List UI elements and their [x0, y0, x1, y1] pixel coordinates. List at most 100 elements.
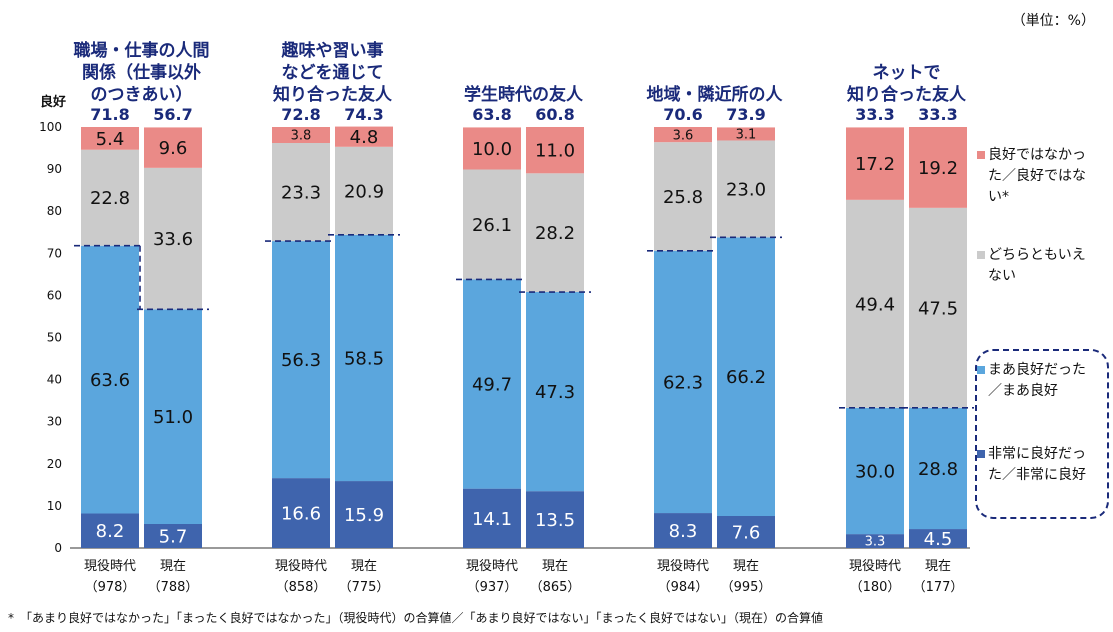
y-tick-label: 30	[47, 415, 62, 429]
very-good-segment	[909, 529, 967, 548]
group-title: 地域・隣近所の人	[647, 84, 784, 105]
y-axis-label: 良好	[40, 94, 66, 110]
data-label: 7.6	[732, 522, 761, 543]
data-label: 25.8	[663, 187, 703, 208]
data-label: 66.2	[726, 367, 766, 388]
y-tick-label: 40	[47, 373, 62, 387]
category-label: 現在	[160, 559, 186, 574]
group-title: ネットで	[873, 63, 941, 83]
data-label: 11.0	[535, 141, 575, 162]
data-label: 23.0	[726, 179, 766, 200]
neither-segment	[335, 146, 393, 235]
somewhat-good-segment	[526, 292, 584, 492]
good-total-label: 73.9	[726, 105, 765, 124]
category-label: 現在	[351, 559, 377, 574]
good-total-label: 33.3	[855, 105, 894, 124]
somewhat-good-segment	[846, 407, 904, 535]
good-total-label: 72.8	[281, 105, 320, 124]
group-title: のつきあい）	[91, 84, 193, 105]
data-label: 30.0	[855, 461, 895, 482]
very-good-segment	[654, 513, 712, 548]
sample-size-label: （858）	[276, 580, 327, 595]
not-good-segment	[846, 127, 904, 200]
data-label: 5.7	[159, 526, 188, 547]
group-title: などを通じて	[282, 63, 384, 83]
data-label: 3.6	[673, 128, 694, 143]
data-label: 56.3	[281, 350, 321, 371]
category-label: 現役時代	[657, 559, 709, 574]
data-label: 28.2	[535, 223, 575, 244]
y-tick-label: 80	[47, 204, 62, 218]
data-label: 28.8	[918, 459, 958, 480]
group-title: 学生時代の友人	[464, 84, 584, 105]
category-label: 現役時代	[275, 559, 327, 574]
neither-segment	[81, 149, 139, 246]
not-good-segment	[335, 126, 393, 147]
y-tick-label: 10	[47, 499, 62, 513]
not-good-segment	[463, 127, 521, 170]
data-label: 23.3	[281, 183, 321, 204]
sample-size-label: （775）	[339, 580, 390, 595]
category-label: 現役時代	[84, 559, 136, 574]
legend-label: た／良好ではな	[988, 168, 1086, 184]
very-good-segment	[272, 478, 330, 548]
group-title: 知り合った友人	[272, 84, 393, 105]
y-tick-label: 90	[47, 162, 62, 176]
data-label: 3.1	[736, 128, 757, 143]
data-label: 9.6	[159, 138, 188, 159]
sample-size-label: （937）	[467, 580, 518, 595]
data-label: 10.0	[472, 139, 512, 160]
data-label: 8.2	[96, 521, 125, 542]
somewhat-good-segment	[144, 309, 202, 525]
y-tick-label: 50	[47, 331, 62, 345]
somewhat-good-segment	[909, 407, 967, 530]
legend-swatch	[977, 151, 985, 159]
y-tick-label: 60	[47, 288, 62, 302]
y-tick-label: 20	[47, 457, 62, 471]
data-label: 13.5	[535, 510, 575, 531]
neither-segment	[654, 142, 712, 251]
very-good-segment	[144, 524, 202, 548]
group-title: 職場・仕事の人間	[74, 40, 210, 61]
data-label: 20.9	[344, 181, 384, 202]
good-total-label: 74.3	[344, 105, 383, 124]
legend-swatch	[977, 450, 985, 458]
data-label: 47.5	[918, 298, 958, 319]
very-good-segment	[526, 491, 584, 548]
not-good-segment	[909, 127, 967, 208]
neither-segment	[909, 207, 967, 408]
legend-label: どちらともいえ	[988, 247, 1086, 263]
data-label: 19.2	[918, 158, 958, 179]
somewhat-good-segment	[717, 237, 775, 517]
very-good-segment	[335, 481, 393, 548]
very-good-segment	[717, 516, 775, 548]
very-good-segment	[846, 534, 904, 548]
group-title: 関係（仕事以外	[82, 62, 201, 83]
footnote: * 「あまり良好ではなかった」「まったく良好ではなかった」（現役時代）の合算値／…	[8, 611, 824, 625]
sample-size-label: （788）	[148, 580, 199, 595]
not-good-segment	[654, 127, 712, 143]
legend-label: 良好ではなかっ	[988, 147, 1086, 163]
data-label: 3.3	[865, 535, 886, 550]
category-label: 現役時代	[466, 559, 518, 574]
category-label: 現在	[542, 559, 568, 574]
good-total-label: 33.3	[918, 105, 957, 124]
data-label: 62.3	[663, 372, 703, 393]
data-label: 16.6	[281, 504, 321, 525]
neither-segment	[463, 169, 521, 280]
data-label: 14.1	[472, 509, 512, 530]
legend-label: た／非常に良好	[988, 467, 1086, 483]
somewhat-good-segment	[335, 234, 393, 482]
sample-size-label: （984）	[658, 580, 709, 595]
not-good-segment	[144, 127, 202, 168]
y-tick-label: 0	[54, 541, 62, 555]
data-label: 26.1	[472, 215, 512, 236]
not-good-segment	[272, 127, 330, 143]
somewhat-good-segment	[81, 245, 139, 514]
category-label: 現役時代	[849, 559, 901, 574]
data-label: 15.9	[344, 505, 384, 526]
data-label: 4.5	[924, 529, 953, 550]
y-tick-label: 100	[39, 120, 62, 134]
not-good-segment	[526, 127, 584, 174]
